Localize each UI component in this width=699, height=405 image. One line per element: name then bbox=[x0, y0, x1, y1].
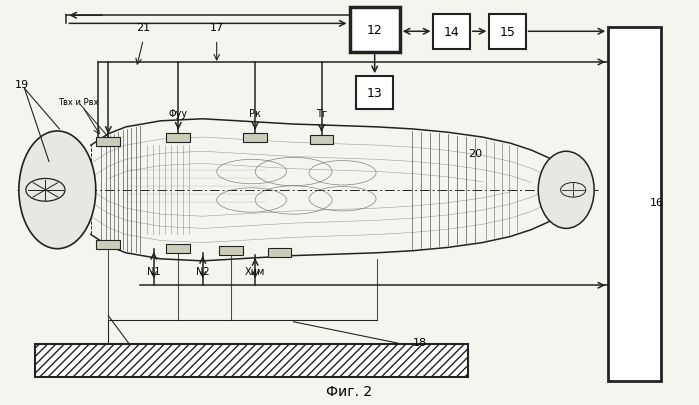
Bar bbox=[219, 247, 243, 256]
Bar bbox=[268, 249, 291, 258]
Text: N2: N2 bbox=[196, 266, 210, 276]
Text: 13: 13 bbox=[367, 87, 382, 100]
Ellipse shape bbox=[19, 132, 96, 249]
Bar bbox=[433, 15, 470, 49]
Text: Φуу: Φуу bbox=[168, 109, 188, 119]
Text: 20: 20 bbox=[468, 149, 482, 159]
Bar bbox=[350, 8, 400, 53]
Text: 21: 21 bbox=[136, 23, 150, 33]
Bar bbox=[608, 28, 661, 381]
Text: Твх и Рвх: Твх и Рвх bbox=[58, 98, 99, 107]
Ellipse shape bbox=[538, 152, 594, 229]
Text: 16: 16 bbox=[650, 198, 664, 207]
Text: Хим: Хим bbox=[245, 266, 266, 276]
Bar bbox=[96, 137, 120, 146]
Bar bbox=[489, 15, 526, 49]
Text: 15: 15 bbox=[500, 26, 515, 39]
Bar bbox=[35, 344, 468, 377]
Text: Рк: Рк bbox=[250, 109, 261, 119]
Text: 17: 17 bbox=[210, 23, 224, 33]
Bar bbox=[356, 77, 393, 109]
Bar bbox=[310, 135, 333, 144]
Bar bbox=[96, 241, 120, 249]
Text: 14: 14 bbox=[444, 26, 459, 39]
Text: N1: N1 bbox=[147, 266, 161, 276]
Text: 18: 18 bbox=[412, 337, 426, 347]
Text: 12: 12 bbox=[367, 24, 382, 37]
Text: 19: 19 bbox=[15, 80, 29, 90]
Bar bbox=[166, 133, 190, 142]
Text: Фиг. 2: Фиг. 2 bbox=[326, 384, 373, 398]
Text: Тг: Тг bbox=[316, 109, 327, 119]
Bar bbox=[243, 133, 267, 142]
Bar bbox=[166, 245, 190, 254]
